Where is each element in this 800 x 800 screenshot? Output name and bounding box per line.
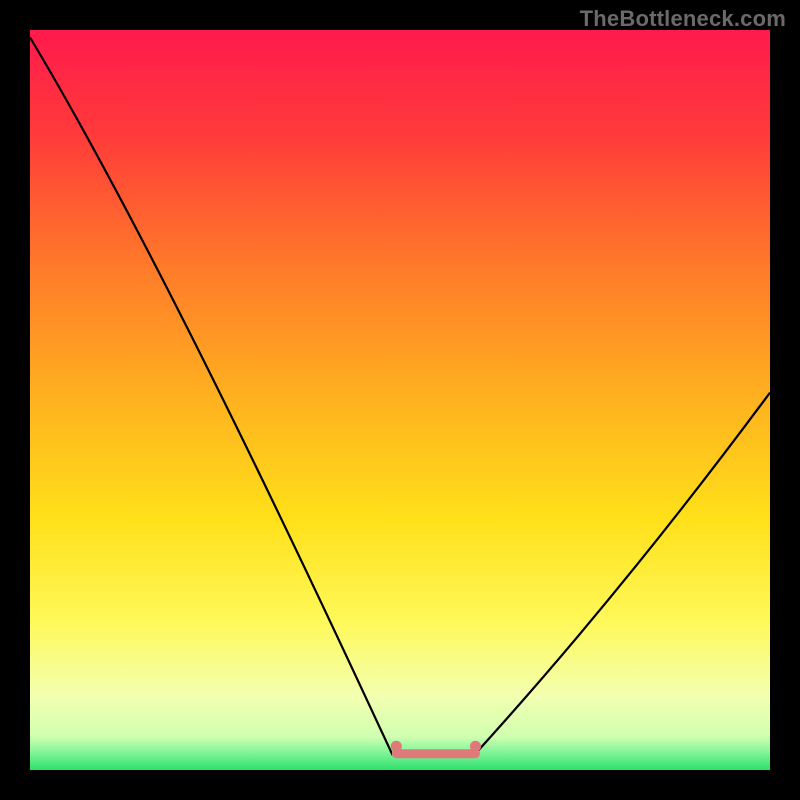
curve-right xyxy=(474,393,770,756)
bottleneck-curve-svg xyxy=(30,30,770,770)
curve-left xyxy=(30,37,393,755)
trough-dot-left xyxy=(391,741,402,752)
chart-frame: TheBottleneck.com xyxy=(0,0,800,800)
watermark-text: TheBottleneck.com xyxy=(580,6,786,32)
plot-area xyxy=(30,30,770,770)
trough-dot-right xyxy=(470,741,481,752)
